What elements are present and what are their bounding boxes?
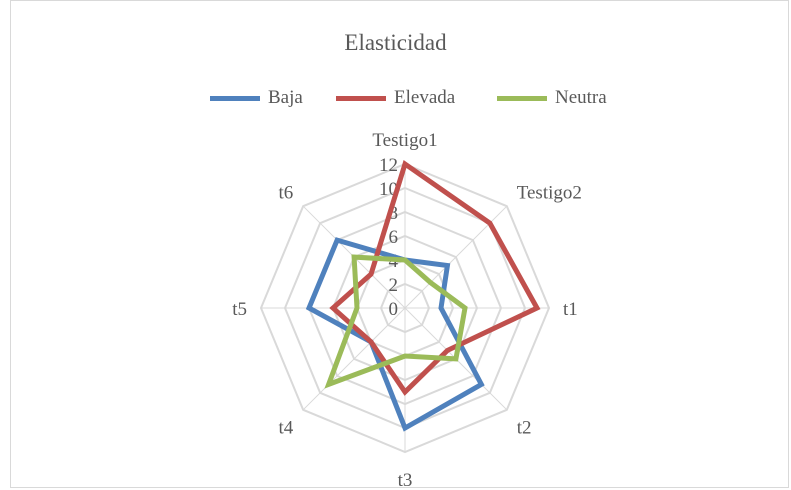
axis-label-t4: t4 [278, 418, 293, 439]
tick-label-8: 8 [389, 203, 399, 224]
legend: Baja Elevada Neutra [0, 87, 791, 111]
spoke-t4 [302, 307, 406, 411]
series-line-elevada [329, 159, 541, 396]
tick-label-2: 2 [389, 275, 399, 296]
tick-label-6: 6 [389, 227, 399, 248]
axis-label-testigo1: Testigo1 [372, 130, 437, 151]
legend-swatch-elevada [336, 95, 386, 101]
axis-label-t3: t3 [398, 470, 413, 490]
series-line-baja [305, 237, 485, 432]
chart-area [10, 0, 789, 488]
axis-label-testigo2: Testigo2 [517, 182, 582, 203]
legend-item-neutra: Neutra [497, 87, 607, 109]
legend-item-baja: Baja [210, 87, 303, 109]
series-line-neutra [324, 254, 468, 389]
axis-label-t6: t6 [278, 182, 293, 203]
axis-label-t5: t5 [232, 299, 247, 320]
legend-item-elevada: Elevada [336, 87, 455, 109]
axis-label-t1: t1 [563, 299, 578, 320]
tick-label-0: 0 [389, 299, 399, 320]
legend-label-elevada: Elevada [394, 87, 456, 108]
chart-title: Elasticidad [344, 30, 447, 55]
legend-label-neutra: Neutra [555, 87, 607, 108]
tick-label-12: 12 [379, 155, 398, 176]
axis-label-t2: t2 [517, 418, 532, 439]
legend-swatch-neutra [497, 95, 547, 101]
legend-label-baja: Baja [268, 87, 303, 108]
legend-swatch-baja [210, 95, 260, 101]
